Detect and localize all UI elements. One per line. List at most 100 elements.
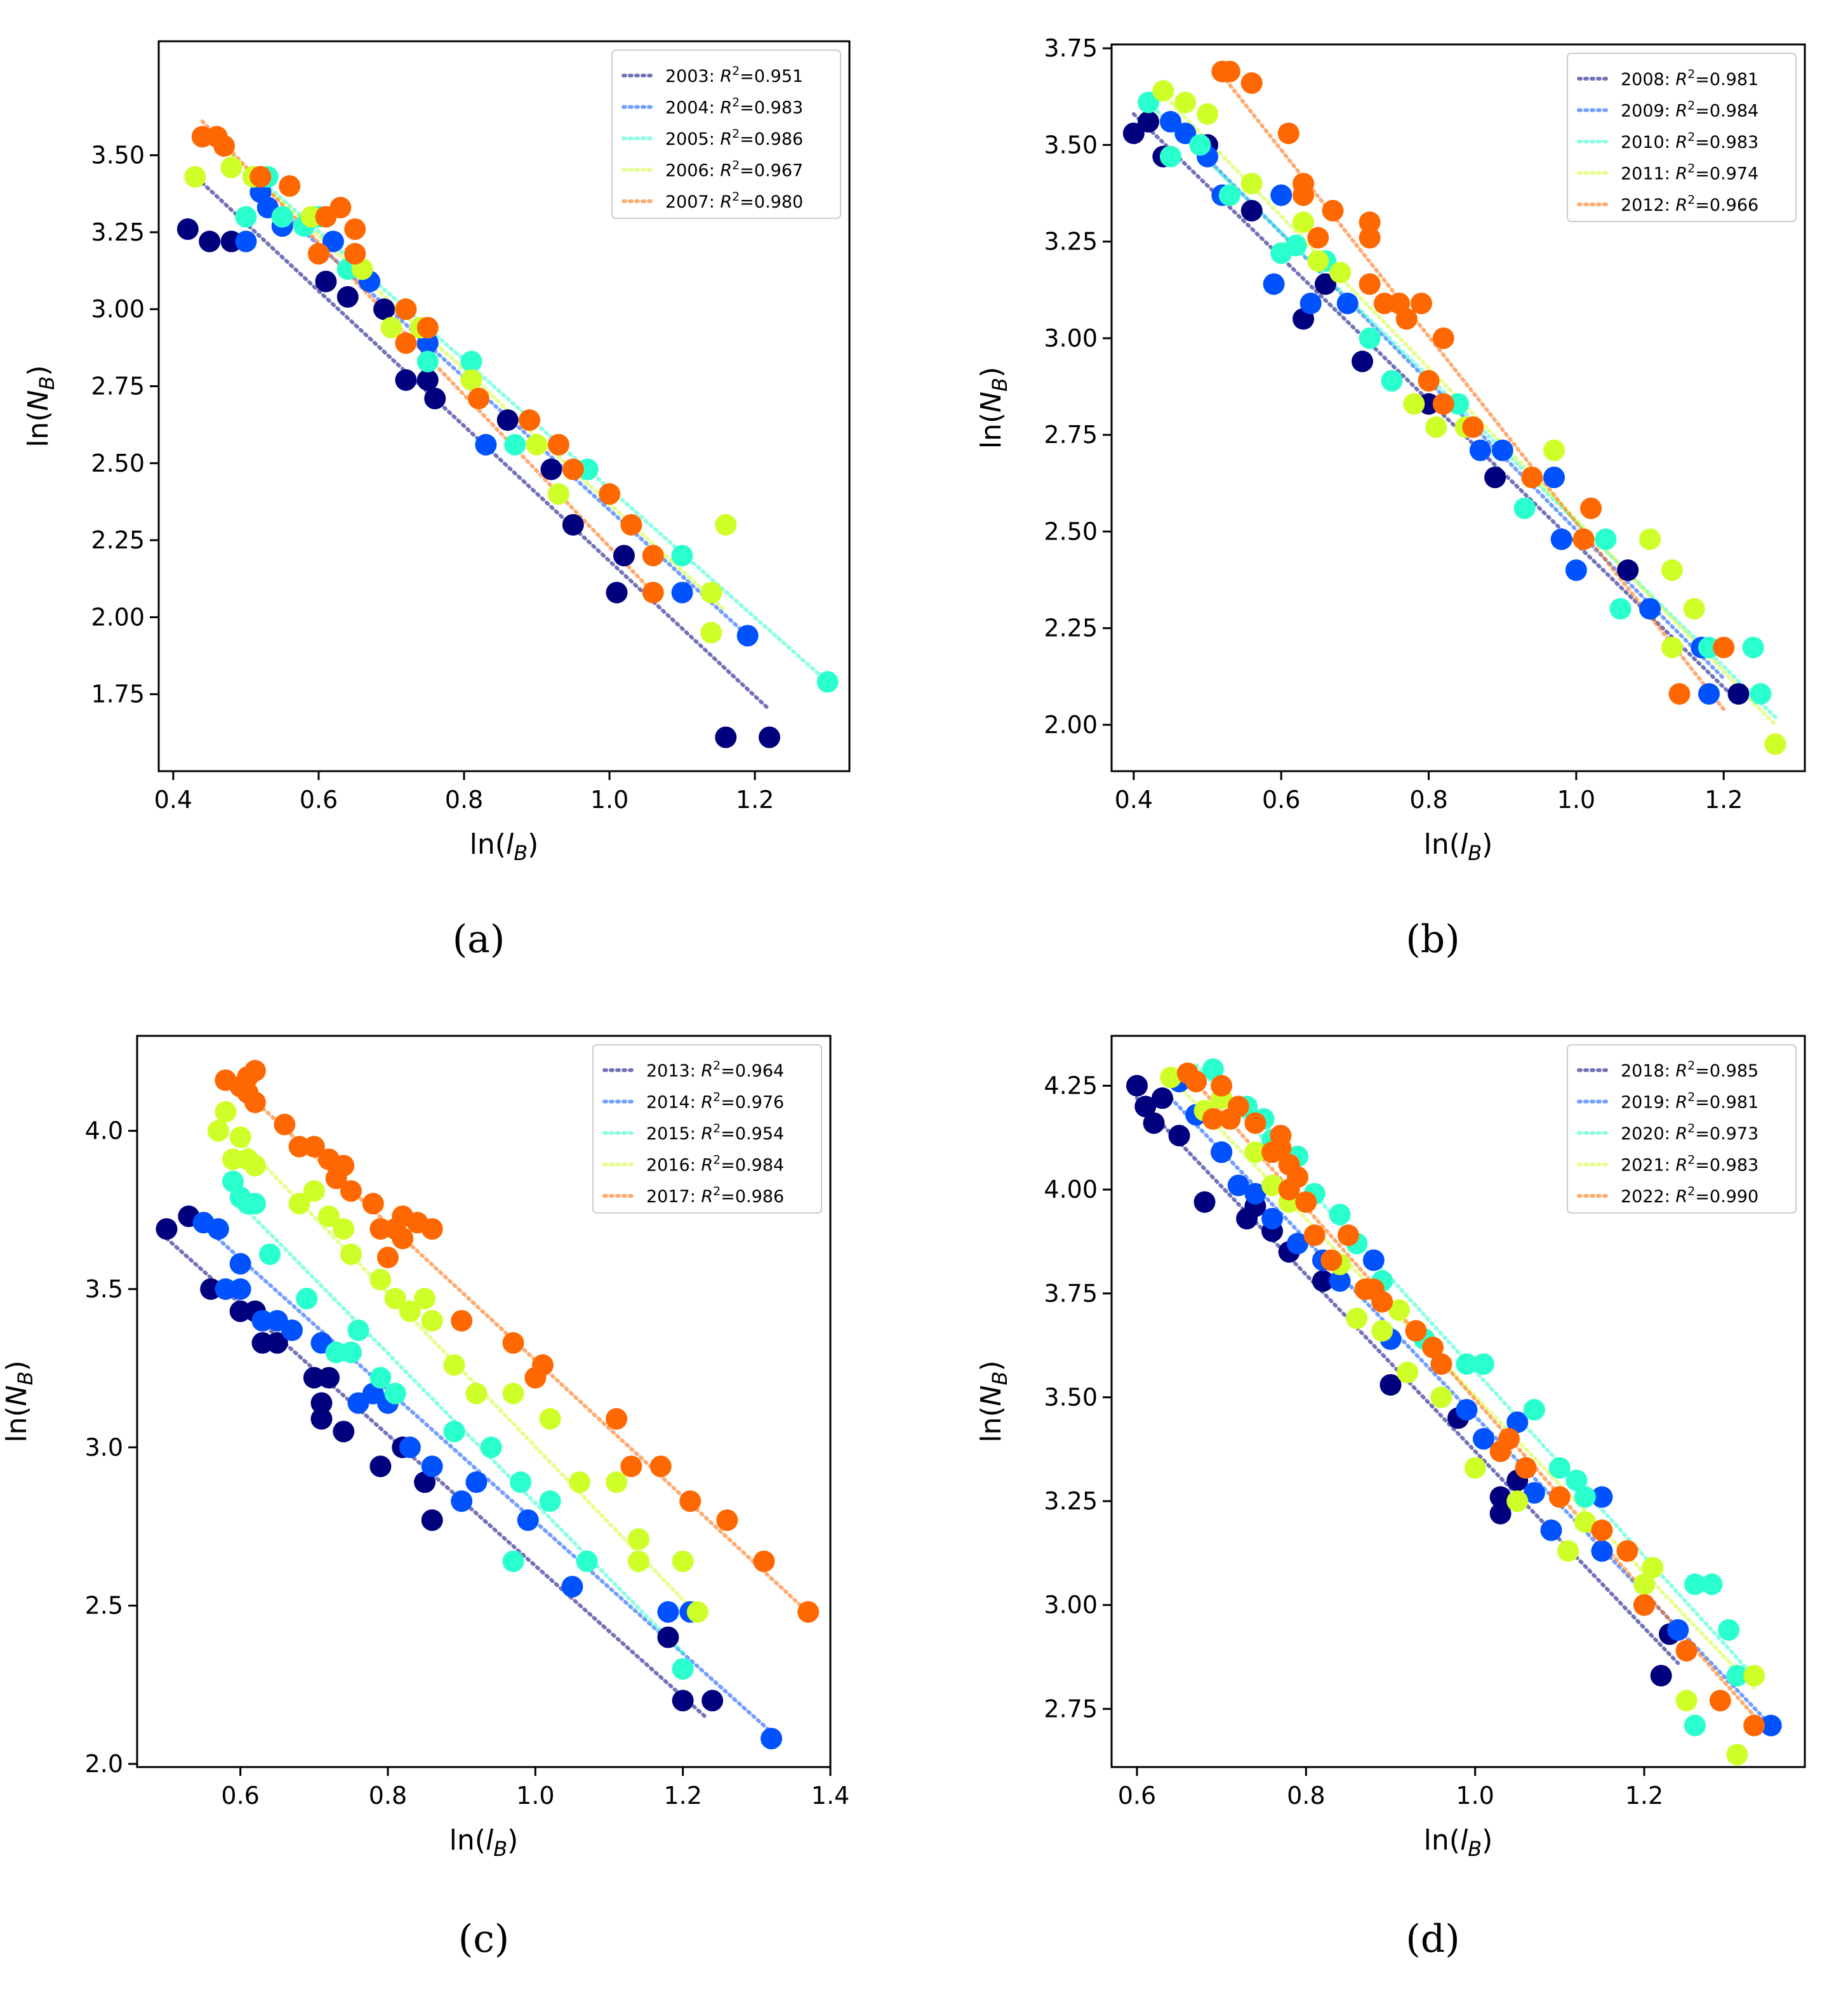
point-2009-0 xyxy=(1159,110,1181,133)
point-2011-13 xyxy=(1683,598,1705,620)
point-2009-6 xyxy=(1300,293,1322,315)
fit-line-2011 xyxy=(1168,100,1778,727)
point-2009-11 xyxy=(1550,528,1572,550)
legend-entry-2008: 2008: R2=0.981 xyxy=(1621,67,1758,89)
point-2013-15 xyxy=(421,1509,443,1532)
point-2017-13 xyxy=(362,1193,384,1215)
point-2008-0 xyxy=(1122,123,1145,145)
point-2011-12 xyxy=(1661,559,1683,581)
point-2021-19 xyxy=(1675,1690,1698,1712)
point-2021-8 xyxy=(1346,1308,1368,1330)
point-2017-5 xyxy=(244,1091,266,1113)
point-2011-11 xyxy=(1639,528,1661,550)
point-2010-5 xyxy=(1285,234,1307,256)
point-2012-1 xyxy=(1218,60,1240,83)
point-2012-3 xyxy=(1277,123,1300,145)
point-2012-23 xyxy=(1713,637,1735,659)
point-2013-7 xyxy=(303,1367,325,1389)
point-2020-11 xyxy=(1456,1353,1478,1375)
point-2013-17 xyxy=(672,1690,694,1712)
point-2022-6 xyxy=(1244,1112,1266,1134)
legend-entry-2006: 2006: R2=0.967 xyxy=(665,159,803,181)
point-2010-11 xyxy=(1595,528,1617,550)
point-2010-10 xyxy=(1513,497,1536,519)
point-2014-5 xyxy=(251,1309,274,1332)
point-2003-12 xyxy=(606,581,628,604)
y-tick-label: 2.75 xyxy=(1044,421,1098,449)
point-2022-27 xyxy=(1591,1519,1613,1541)
point-2022-3 xyxy=(1211,1075,1233,1097)
point-2007-5 xyxy=(307,242,329,265)
point-2006-12 xyxy=(715,513,737,536)
point-2022-22 xyxy=(1430,1353,1452,1375)
point-2015-17 xyxy=(672,1658,694,1680)
point-2016-15 xyxy=(421,1309,443,1332)
point-2016-20 xyxy=(569,1471,591,1493)
point-2022-31 xyxy=(1709,1690,1731,1712)
x-axis-label: ln(lB) xyxy=(470,828,539,865)
axes-frame xyxy=(157,40,851,772)
point-2013-12 xyxy=(369,1455,392,1478)
point-2022-25 xyxy=(1515,1457,1537,1479)
point-2019-13 xyxy=(1506,1411,1529,1433)
point-2012-5 xyxy=(1293,184,1315,206)
point-2016-11 xyxy=(369,1269,392,1290)
point-2009-7 xyxy=(1336,293,1359,315)
legend-entry-2005: 2005: R2=0.986 xyxy=(665,127,803,149)
point-2005-7 xyxy=(460,350,482,373)
point-2022-32 xyxy=(1743,1714,1765,1737)
point-2019-9 xyxy=(1362,1249,1385,1271)
point-2007-9 xyxy=(344,242,366,265)
x-axis-label: ln(lB) xyxy=(1424,1824,1493,1861)
legend: 2013: R2=0.964 2014: R2=0.976 2015: R2=0.9… xyxy=(592,1044,822,1214)
fit-line-2015 xyxy=(238,1202,685,1655)
point-2016-18 xyxy=(502,1382,524,1405)
point-2017-11 xyxy=(333,1155,355,1177)
point-2016-9 xyxy=(333,1218,355,1240)
legend-entry-2019: 2019: R2=0.981 xyxy=(1621,1090,1758,1113)
point-2008-7 xyxy=(1351,350,1373,373)
point-2007-14 xyxy=(519,409,541,431)
point-2012-6 xyxy=(1307,227,1329,249)
point-2022-1 xyxy=(1185,1071,1207,1092)
point-2012-14 xyxy=(1410,293,1432,315)
point-2012-16 xyxy=(1432,327,1454,349)
point-2022-16 xyxy=(1337,1224,1359,1247)
point-2003-5 xyxy=(373,298,396,321)
panel-label: (b) xyxy=(1406,917,1459,962)
legend: 2003: R2=0.951 2004: R2=0.983 2005: R2=0.9… xyxy=(611,50,841,219)
point-2015-10 xyxy=(384,1382,406,1405)
point-2011-5 xyxy=(1307,250,1329,272)
point-2007-17 xyxy=(599,483,621,505)
point-2011-3 xyxy=(1240,173,1263,195)
point-2015-9 xyxy=(369,1367,392,1389)
x-tick-label: 1.0 xyxy=(1456,1782,1494,1810)
point-2018-5 xyxy=(1193,1191,1216,1213)
point-2013-2 xyxy=(200,1278,222,1300)
point-2021-16 xyxy=(1574,1511,1596,1533)
point-2014-2 xyxy=(229,1253,251,1275)
point-2020-19 xyxy=(1684,1714,1706,1737)
panel-label: (d) xyxy=(1406,1917,1459,1961)
point-2020-0 xyxy=(1202,1058,1224,1080)
legend-entry-2003: 2003: R2=0.951 xyxy=(665,64,803,86)
point-2014-19 xyxy=(657,1601,679,1623)
y-tick-label: 3.25 xyxy=(91,218,145,246)
point-2013-3 xyxy=(229,1300,251,1322)
legend-box xyxy=(1567,53,1797,222)
point-2014-7 xyxy=(281,1319,303,1341)
point-2008-9 xyxy=(1484,467,1506,489)
point-2011-15 xyxy=(1764,733,1786,755)
point-2017-29 xyxy=(716,1509,738,1532)
legend-entry-2011: 2011: R2=0.974 xyxy=(1621,162,1758,184)
point-2009-5 xyxy=(1263,273,1285,295)
point-2014-18 xyxy=(561,1575,583,1598)
y-tick-label: 3.75 xyxy=(1044,34,1098,62)
point-2010-8 xyxy=(1381,369,1403,392)
x-tick-label: 1.0 xyxy=(516,1782,554,1810)
point-2014-13 xyxy=(399,1436,421,1459)
x-tick-label: 1.2 xyxy=(1625,1782,1663,1810)
legend: 2008: R2=0.981 2009: R2=0.984 2010: R2=0.9… xyxy=(1567,53,1797,222)
point-2007-16 xyxy=(562,458,584,480)
